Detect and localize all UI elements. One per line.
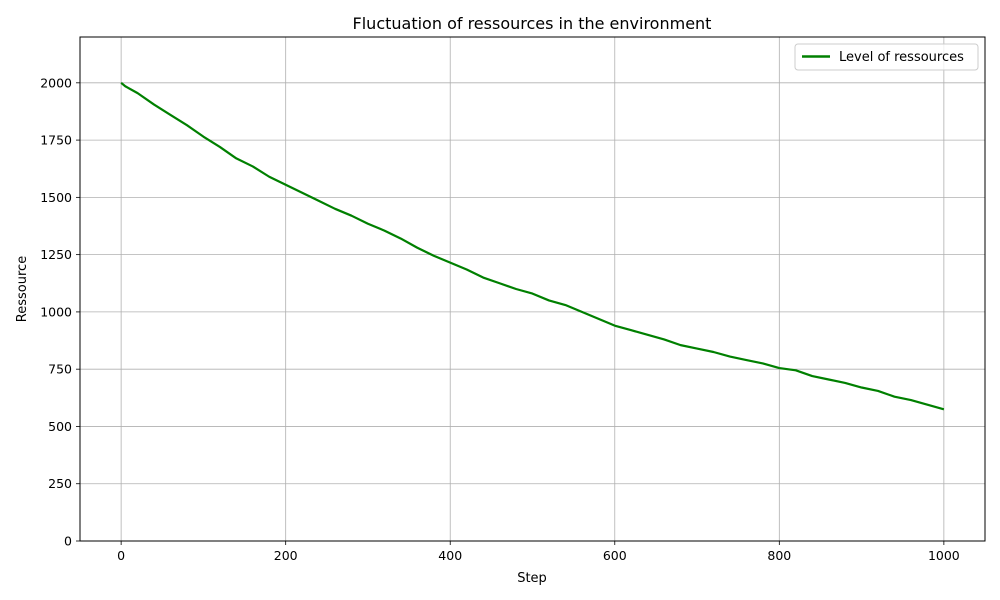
series-layer [120,81,945,411]
y-tick-label: 250 [48,476,72,491]
y-tick-label: 1500 [40,190,72,205]
series-line-level-of-ressources [120,81,945,411]
y-tick-label: 1000 [40,304,72,319]
y-tick-label: 1250 [40,247,72,262]
y-tick-label: 0 [64,534,72,549]
plot-frame [79,36,986,542]
y-tick-label: 500 [48,419,72,434]
y-axis-label: Ressource [15,256,30,322]
legend: Level of ressources [794,43,979,71]
y-tick-label: 1750 [40,133,72,148]
x-axis-label: Step [517,571,547,586]
y-tick-label: 750 [48,362,72,377]
grid [80,37,985,542]
x-tick-label: 800 [767,548,791,563]
x-tick-label: 200 [274,548,298,563]
legend-label-level-of-ressources: Level of ressources [839,50,964,65]
chart-title: Fluctuation of ressources in the environ… [353,14,712,33]
x-tick-label: 600 [603,548,627,563]
legend-frame [794,43,979,71]
x-tick-label: 400 [438,548,462,563]
x-tick-label: 0 [117,548,125,563]
y-tick-label: 2000 [40,75,72,90]
x-tick-label: 1000 [928,548,960,563]
ticks: 0 200 400 600 800 1000 0 250 500 750 1000 1250 1500 1… [40,75,960,563]
